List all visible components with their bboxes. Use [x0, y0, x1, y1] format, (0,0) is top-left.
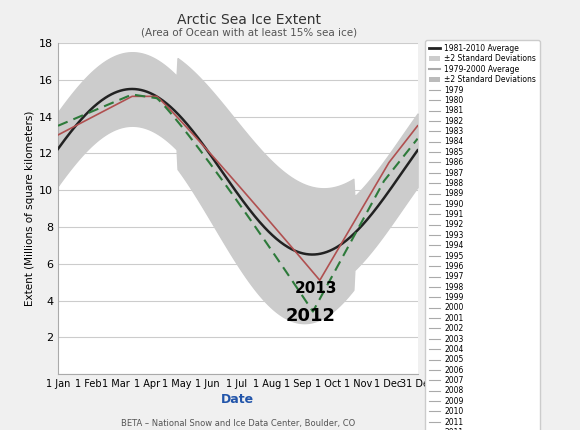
- Text: Arctic Sea Ice Extent: Arctic Sea Ice Extent: [177, 13, 321, 27]
- Text: 2012: 2012: [285, 307, 335, 325]
- X-axis label: Date: Date: [221, 393, 255, 406]
- Legend: 1981-2010 Average, ±2 Standard Deviations, 1979-2000 Average, ±2 Standard Deviat: 1981-2010 Average, ±2 Standard Deviation…: [425, 40, 540, 430]
- Y-axis label: Extent (Millions of square kilometers): Extent (Millions of square kilometers): [25, 111, 35, 306]
- Text: (Area of Ocean with at least 15% sea ice): (Area of Ocean with at least 15% sea ice…: [142, 28, 357, 38]
- Text: BETA – National Snow and Ice Data Center, Boulder, CO: BETA – National Snow and Ice Data Center…: [121, 419, 355, 428]
- Text: 2013: 2013: [295, 281, 338, 296]
